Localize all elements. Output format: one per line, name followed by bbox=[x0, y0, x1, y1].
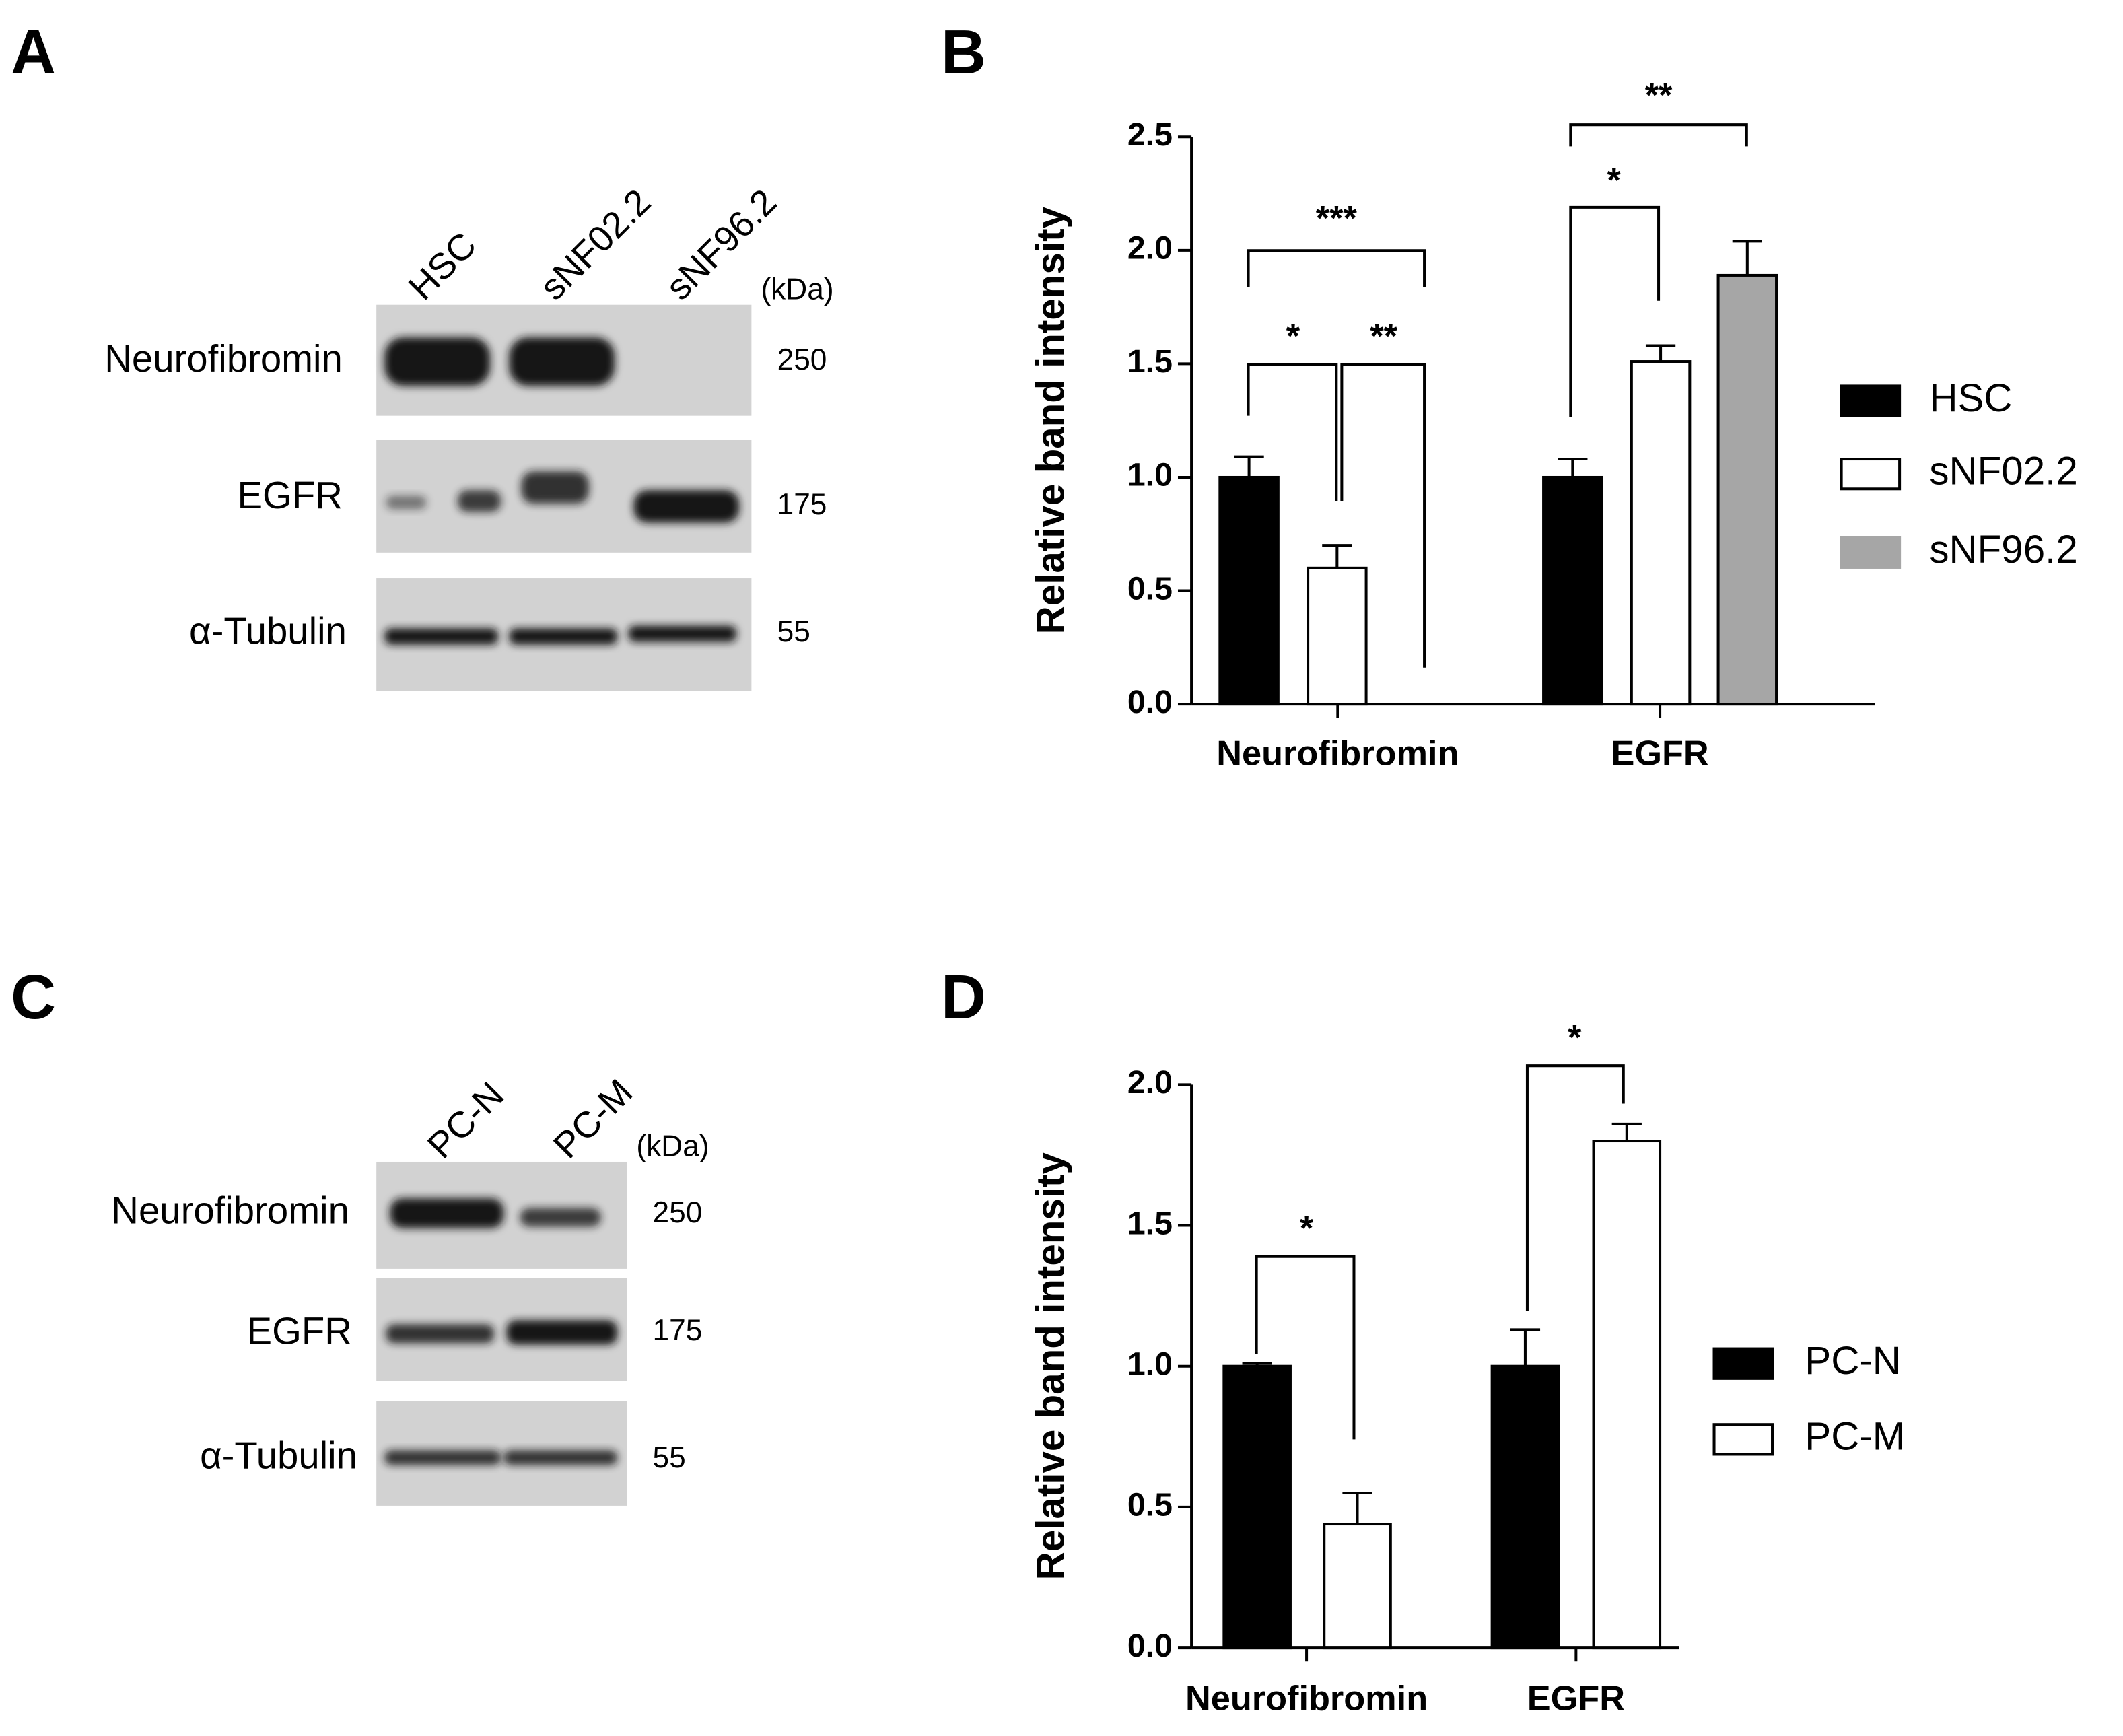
row-label: α-Tubulin bbox=[200, 1434, 357, 1476]
unit-label: (kDa) bbox=[761, 273, 833, 306]
band bbox=[386, 1324, 495, 1344]
y-tick-label: 2.0 bbox=[1127, 1064, 1173, 1101]
significance-bracket bbox=[1247, 249, 1426, 287]
panel-label: A bbox=[11, 17, 56, 87]
legend-label: PC-M bbox=[1805, 1415, 1905, 1459]
row-label: Neurofibromin bbox=[111, 1189, 349, 1231]
kda-label: 250 bbox=[777, 343, 827, 376]
band bbox=[503, 1450, 618, 1465]
legend-swatch bbox=[1840, 458, 1902, 491]
y-tick-label: 2.0 bbox=[1127, 230, 1173, 267]
band bbox=[390, 1198, 504, 1228]
band bbox=[520, 1208, 602, 1227]
band bbox=[384, 1450, 501, 1465]
row-label: Neurofibromin bbox=[104, 337, 343, 380]
significance-label: ** bbox=[1645, 76, 1673, 115]
bar bbox=[1592, 1140, 1662, 1650]
row-label: EGFR bbox=[247, 1309, 352, 1352]
kda-label: 55 bbox=[777, 615, 810, 648]
panel-label: B bbox=[941, 17, 986, 87]
bar bbox=[1716, 273, 1778, 706]
bar bbox=[1222, 1364, 1292, 1650]
band bbox=[457, 490, 501, 512]
y-tick-label: 0.5 bbox=[1127, 1487, 1173, 1523]
legend-label: sNF96.2 bbox=[1929, 528, 2077, 571]
row-label: EGFR bbox=[237, 474, 342, 516]
x-tick-label: Neurofibromin bbox=[1216, 734, 1459, 773]
y-axis-label: Relative band intensity bbox=[1029, 207, 1072, 635]
significance-bracket bbox=[1340, 363, 1426, 668]
y-tick-label: 0.0 bbox=[1127, 1628, 1173, 1664]
kda-label: 55 bbox=[653, 1441, 686, 1474]
y-tick-label: 1.0 bbox=[1127, 457, 1173, 493]
y-tick-label: 1.5 bbox=[1127, 1205, 1173, 1241]
y-tick-label: 0.5 bbox=[1127, 570, 1173, 606]
legend-swatch bbox=[1712, 1423, 1774, 1456]
legend-swatch bbox=[1840, 536, 1902, 569]
kda-label: 175 bbox=[777, 488, 827, 521]
significance-bracket bbox=[1569, 205, 1661, 417]
panel-label: D bbox=[941, 962, 986, 1032]
significance-bracket bbox=[1247, 363, 1338, 501]
x-tick-label: Neurofibromin bbox=[1185, 1679, 1428, 1718]
unit-label: (kDa) bbox=[636, 1130, 709, 1163]
legend-label: sNF02.2 bbox=[1929, 450, 2077, 493]
legend-label: PC-N bbox=[1805, 1339, 1901, 1383]
bar bbox=[1218, 475, 1280, 706]
significance-label: * bbox=[1286, 317, 1300, 356]
bar bbox=[1490, 1364, 1560, 1650]
significance-label: *** bbox=[1316, 199, 1358, 238]
y-tick-label: 1.0 bbox=[1127, 1346, 1173, 1382]
y-tick-label: 0.0 bbox=[1127, 684, 1173, 720]
x-tick-label: EGFR bbox=[1527, 1679, 1625, 1718]
y-tick-label: 1.5 bbox=[1127, 343, 1173, 380]
significance-label: * bbox=[1568, 1018, 1582, 1057]
band bbox=[628, 625, 737, 642]
significance-bracket bbox=[1569, 123, 1748, 147]
significance-label: * bbox=[1607, 162, 1622, 201]
legend-swatch bbox=[1712, 1347, 1774, 1380]
band bbox=[384, 337, 491, 386]
bar bbox=[1630, 360, 1692, 706]
band bbox=[633, 490, 740, 523]
bar bbox=[1323, 1523, 1392, 1650]
bar bbox=[1307, 566, 1368, 706]
band bbox=[506, 1320, 618, 1345]
kda-label: 250 bbox=[653, 1196, 703, 1229]
legend-label: HSC bbox=[1929, 376, 2012, 420]
significance-label: ** bbox=[1370, 317, 1397, 356]
legend-swatch bbox=[1840, 384, 1902, 417]
row-label: α-Tubulin bbox=[189, 609, 347, 652]
significance-bracket bbox=[1525, 1064, 1625, 1311]
band bbox=[509, 337, 615, 386]
band bbox=[384, 628, 499, 645]
y-tick-label: 2.5 bbox=[1127, 116, 1173, 153]
significance-bracket bbox=[1255, 1255, 1356, 1440]
kda-label: 175 bbox=[653, 1314, 703, 1347]
band bbox=[386, 495, 427, 510]
band bbox=[509, 628, 618, 645]
panel-label: C bbox=[11, 962, 56, 1032]
significance-label: * bbox=[1300, 1209, 1314, 1248]
band bbox=[521, 471, 589, 504]
bar bbox=[1542, 475, 1603, 706]
y-axis-label: Relative band intensity bbox=[1029, 1152, 1072, 1581]
x-tick-label: EGFR bbox=[1611, 734, 1708, 773]
